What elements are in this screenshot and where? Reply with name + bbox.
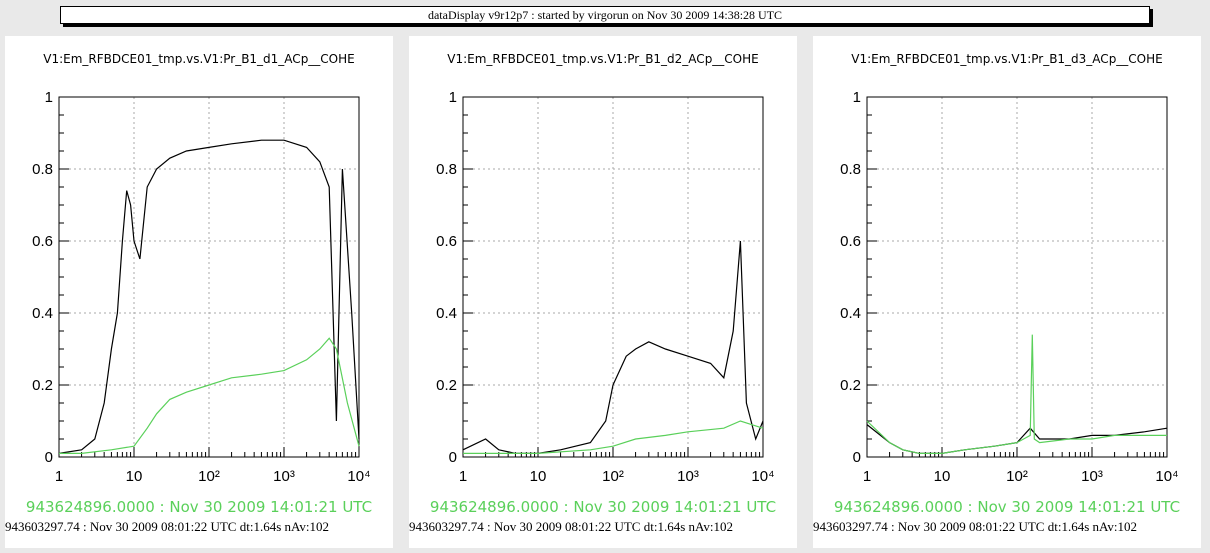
- plot-area: 1 10 10² 10³ 10⁴ 0 0.2 0.4 0.6 0.8 1: [840, 89, 1178, 485]
- series-current-line: [59, 337, 360, 454]
- x-tick-label: 10³: [677, 468, 699, 485]
- window-title: dataDisplay v9r12p7 : started by virgoru…: [60, 6, 1150, 24]
- y-tick-label: 0.2: [32, 377, 53, 394]
- y-tick-label: 1: [853, 89, 861, 106]
- y-tick-label: 0.8: [840, 161, 861, 178]
- chart-title: V1:Em_RFBDCE01_tmp.vs.V1:Pr_B1_d2_ACp__C…: [447, 52, 759, 66]
- chart-panel-d3: V1:Em_RFBDCE01_tmp.vs.V1:Pr_B1_d3_ACp__C…: [813, 36, 1201, 548]
- current-timestamp: 943624896.0000 : Nov 30 2009 14:01:21 UT…: [833, 498, 1181, 516]
- y-tick-label: 1: [45, 89, 53, 106]
- y-tick-label: 0.4: [32, 305, 53, 322]
- series-current-line: [866, 334, 1167, 454]
- y-tick-label: 1: [449, 89, 457, 106]
- y-tick-label: 0.6: [840, 233, 861, 250]
- chart-title: V1:Em_RFBDCE01_tmp.vs.V1:Pr_B1_d3_ACp__C…: [851, 52, 1163, 66]
- chart-panel-d1: V1:Em_RFBDCE01_tmp.vs.V1:Pr_B1_d1_ACp__C…: [5, 36, 393, 548]
- y-tick-label: 0.4: [436, 305, 457, 322]
- x-tick-label: 10²: [1006, 468, 1028, 485]
- chart-panel-d2: V1:Em_RFBDCE01_tmp.vs.V1:Pr_B1_d2_ACp__C…: [409, 36, 797, 548]
- y-tick-label: 0.6: [32, 233, 53, 250]
- x-tick-label: 10²: [602, 468, 624, 485]
- y-tick-label: 0.4: [840, 305, 861, 322]
- chart-title: V1:Em_RFBDCE01_tmp.vs.V1:Pr_B1_d1_ACp__C…: [43, 52, 355, 66]
- x-tick-label: 10²: [198, 468, 220, 485]
- reference-timestamp: 943603297.74 : Nov 30 2009 08:01:22 UTC …: [409, 519, 734, 534]
- current-timestamp: 943624896.0000 : Nov 30 2009 14:01:21 UT…: [429, 498, 777, 516]
- x-tick-label: 1: [863, 468, 871, 485]
- y-tick-label: 0: [45, 449, 53, 466]
- series-current-line: [463, 420, 764, 454]
- x-tick-label: 10⁴: [1155, 468, 1178, 485]
- x-tick-label: 10⁴: [751, 468, 774, 485]
- x-tick-label: 10: [530, 468, 547, 485]
- x-tick-label: 10: [126, 468, 143, 485]
- y-tick-label: 0.8: [436, 161, 457, 178]
- series-reference-line: [58, 139, 360, 454]
- x-tick-label: 1: [459, 468, 467, 485]
- y-tick-label: 0.2: [840, 377, 861, 394]
- y-tick-label: 0: [449, 449, 457, 466]
- y-tick-label: 0.6: [436, 233, 457, 250]
- y-tick-label: 0: [853, 449, 861, 466]
- y-tick-label: 0.2: [436, 377, 457, 394]
- x-tick-label: 10³: [1081, 468, 1103, 485]
- plot-area: 1 10 10² 10³ 10⁴ 0 0.2 0.4 0.6 0.8 1: [32, 89, 370, 485]
- x-tick-label: 10⁴: [347, 468, 370, 485]
- x-tick-label: 10³: [273, 468, 295, 485]
- current-timestamp: 943624896.0000 : Nov 30 2009 14:01:21 UT…: [25, 498, 373, 516]
- x-tick-label: 1: [55, 468, 63, 485]
- x-tick-label: 10: [934, 468, 951, 485]
- reference-timestamp: 943603297.74 : Nov 30 2009 08:01:22 UTC …: [5, 519, 330, 534]
- reference-timestamp: 943603297.74 : Nov 30 2009 08:01:22 UTC …: [813, 519, 1138, 534]
- plot-area: 1 10 10² 10³ 10⁴ 0 0.2 0.4 0.6 0.8 1: [436, 89, 774, 485]
- y-tick-label: 0.8: [32, 161, 53, 178]
